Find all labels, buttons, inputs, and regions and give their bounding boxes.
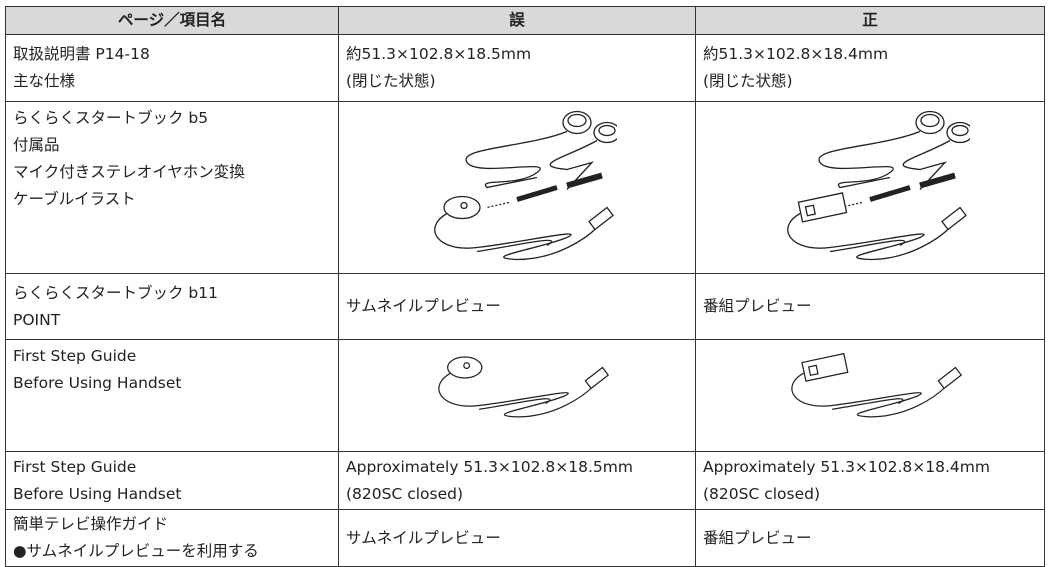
cell-text: Before Using Handset — [13, 374, 182, 392]
cell-text: (820SC closed) — [346, 484, 464, 503]
table-cell: First Step Guide Before Using Handset — [5, 451, 339, 510]
table-cell: らくらくスタートブック b11 POINT — [5, 273, 339, 340]
cell-text: (閉じた状態) — [703, 72, 793, 90]
cell-text: 番組プレビュー — [703, 297, 812, 315]
table-row: 取扱説明書 P14-18 主な仕様 約51.3×102.8×18.5mm (閉じた状態… — [5, 34, 1045, 102]
table-row: First Step Guide Before Using Handset Appr… — [5, 451, 1045, 510]
illustration — [787, 110, 970, 261]
header-cell: ページ／項目名 — [5, 6, 339, 35]
cell-text: Before Using Handset — [13, 484, 182, 503]
table-cell: 番組プレビュー — [695, 273, 1045, 340]
cell-text: First Step Guide — [13, 457, 137, 476]
cell-text: 主な仕様 — [13, 72, 76, 90]
table-body: 取扱説明書 P14-18 主な仕様 約51.3×102.8×18.5mm (閉じた状態… — [5, 34, 1045, 567]
illustration — [791, 352, 963, 418]
cell-text: サムネイルプレビュー — [346, 528, 501, 547]
table-cell — [338, 339, 696, 452]
header-row: ページ／項目名 誤 正 — [5, 6, 1045, 35]
table-cell: サムネイルプレビュー — [338, 273, 696, 340]
table-cell: Approximately 51.3×102.8×18.4mm (820SC cl… — [695, 451, 1045, 510]
cell-text: First Step Guide — [13, 347, 137, 365]
cell-text: 簡単テレビ操作ガイド — [13, 515, 169, 533]
table-cell: 約51.3×102.8×18.5mm (閉じた状態) — [338, 34, 696, 102]
cell-text: ●サムネイルプレビューを利用する — [13, 542, 259, 560]
illustration — [434, 110, 617, 261]
table-cell: First Step Guide Before Using Handset — [5, 339, 339, 452]
table-cell: 簡単テレビ操作ガイド ●サムネイルプレビューを利用する — [5, 509, 339, 567]
cell-text: らくらくスタートブック b5 — [13, 109, 209, 127]
cell-text: (閉じた状態) — [346, 72, 436, 90]
cell-text: 約51.3×102.8×18.5mm — [346, 45, 532, 63]
table-cell: 取扱説明書 P14-18 主な仕様 — [5, 34, 339, 102]
cell-text: Approximately 51.3×102.8×18.5mm — [346, 457, 633, 476]
table-cell: Approximately 51.3×102.8×18.5mm (820SC cl… — [338, 451, 696, 510]
table-row: 簡単テレビ操作ガイド ●サムネイルプレビューを利用する サムネイルプレビュー 番組プレ… — [5, 509, 1045, 567]
table-cell — [695, 339, 1045, 452]
cell-text: 約51.3×102.8×18.4mm — [703, 45, 889, 63]
table-cell: 約51.3×102.8×18.4mm (閉じた状態) — [695, 34, 1045, 102]
table-cell: らくらくスタートブック b5 付属品マイク付きステレオイヤホン変換 ケーブルイラスト — [5, 101, 339, 274]
cell-text: らくらくスタートブック b11 — [13, 283, 218, 302]
cell-text: 取扱説明書 P14-18 — [13, 45, 150, 63]
header-cell: 誤 — [338, 6, 696, 35]
cell-text: (820SC closed) — [703, 484, 821, 503]
table-row: らくらくスタートブック b5 付属品マイク付きステレオイヤホン変換 ケーブルイラスト — [5, 101, 1045, 274]
cell-text: ケーブルイラスト — [13, 190, 136, 208]
table-row: らくらくスタートブック b11 POINT サムネイルプレビュー 番組プレビュー — [5, 273, 1045, 340]
table-cell: サムネイルプレビュー — [338, 509, 696, 567]
cell-text: POINT — [13, 310, 61, 329]
illustration — [438, 355, 610, 418]
table-cell — [338, 101, 696, 274]
header-cell: 正 — [695, 6, 1045, 35]
cell-text: マイク付きステレオイヤホン変換 — [13, 163, 245, 181]
cell-text: サムネイルプレビュー — [346, 297, 501, 315]
cell-text: 付属品 — [13, 136, 60, 154]
table-cell — [695, 101, 1045, 274]
cell-text: 番組プレビュー — [703, 528, 812, 547]
table-cell: 番組プレビュー — [695, 509, 1045, 567]
errata-table: ページ／項目名 誤 正 取扱説明書 P14-18 主な仕様 約51.3×102.8×… — [5, 6, 1045, 567]
table-row: First Step Guide Before Using Handset — [5, 339, 1045, 452]
cell-text: Approximately 51.3×102.8×18.4mm — [703, 457, 990, 476]
